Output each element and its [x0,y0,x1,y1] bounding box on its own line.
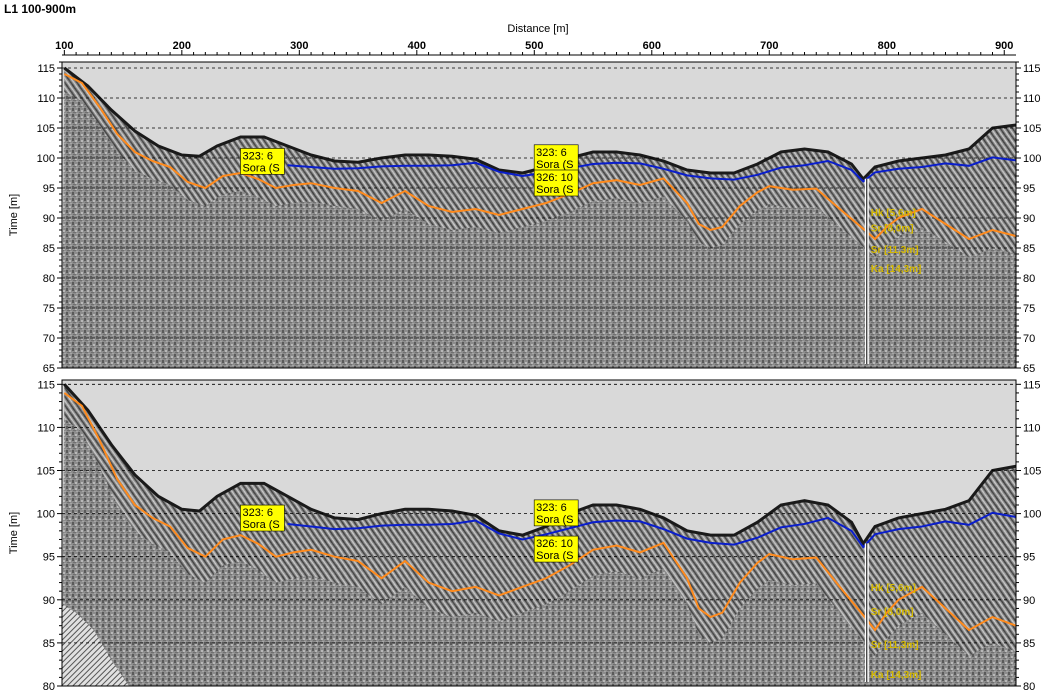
y-tick-label-left: 85 [43,638,55,650]
layer-annotation: Sr [11,3m] [871,640,919,651]
x-tick-label: 500 [525,40,543,52]
y-axis-label: Time [m] [8,512,20,554]
y-tick-label-left: 110 [37,422,55,434]
y-tick-label-right: 90 [1023,595,1035,607]
y-tick-label-left: 100 [37,153,55,165]
y-tick-label-right: 110 [1023,422,1041,434]
y-tick-label-left: 115 [37,379,55,391]
sample-label-box [533,499,579,527]
y-tick-label-left: 110 [37,93,55,105]
x-tick-label: 400 [408,40,426,52]
y-tick-label-right: 90 [1023,213,1035,225]
x-tick-label: 200 [173,40,191,52]
panel-frame [61,61,1017,369]
panel-frame [61,379,1017,687]
sample-label-line1: 323: 6 [242,150,273,162]
chart-title: L1 100-900m [4,2,77,16]
sample-label-line1: 323: 6 [242,507,273,519]
y-tick-label-right: 65 [1023,363,1035,375]
x-tick-label: 800 [878,40,896,52]
y-tick-label-left: 100 [37,509,55,521]
x-tick-label: 900 [995,40,1013,52]
series-line-bottom [63,73,1016,241]
layer-annotation: Sr [8,0m] [871,607,914,618]
y-tick-label-right: 115 [1023,379,1041,391]
x-tick-label: 700 [760,40,778,52]
x-tick-label: 300 [290,40,308,52]
y-tick-label-right: 105 [1023,466,1041,478]
series-line-water-surface [287,156,1016,183]
y-tick-label-left: 65 [43,363,55,375]
sample-label-line2: Sora (S [536,159,573,171]
layer-annotation: Sr [11,3m] [871,245,919,256]
y-tick-label-left: 90 [43,595,55,607]
sample-label-line2: Sora (S [536,514,573,526]
sample-label-box [533,144,579,172]
series-line-water-surface [287,511,1016,549]
hatched-artifact [62,604,129,686]
y-tick-label-left: 80 [43,273,55,285]
surface-line [63,383,1016,547]
y-tick-label-left: 115 [37,63,55,75]
y-tick-label-right: 110 [1023,93,1041,105]
sample-label-line1: 323: 6 [536,147,567,159]
sample-label-line2: Sora (S [242,162,279,174]
y-tick-label-left: 95 [43,183,55,195]
y-tick-label-right: 95 [1023,552,1035,564]
y-tick-label-right: 80 [1023,681,1035,693]
y-tick-label-right: 75 [1023,303,1035,315]
sample-label-line2: Sora (S [536,550,573,562]
y-tick-label-right: 115 [1023,63,1041,75]
sample-label-box [533,169,579,197]
layer-annotation: Hk [5,6m] [871,583,916,594]
y-tick-label-right: 85 [1023,638,1035,650]
x-axis-label: Distance [m] [507,23,568,35]
x-tick-label: 600 [643,40,661,52]
y-tick-label-left: 90 [43,213,55,225]
layer-annotation: Hk [5,6m] [871,208,916,219]
layer-annotation: Ka [14,3m] [871,670,922,681]
series-line-bottom [63,392,1016,632]
y-tick-label-right: 85 [1023,243,1035,255]
sample-label-line2: Sora (S [536,184,573,196]
layer-annotation: Sr [8,0m] [871,224,914,235]
sample-label-box [533,535,579,563]
y-tick-label-left: 85 [43,243,55,255]
y-tick-label-right: 100 [1023,509,1041,521]
y-tick-label-left: 105 [37,466,55,478]
y-tick-label-right: 100 [1023,153,1041,165]
sample-label-line2: Sora (S [242,519,279,531]
y-tick-label-right: 105 [1023,123,1041,135]
y-tick-label-right: 70 [1023,333,1035,345]
y-tick-label-right: 80 [1023,273,1035,285]
layer-annotation: Ka [14,3m] [871,264,922,275]
y-tick-label-right: 95 [1023,183,1035,195]
y-tick-label-left: 105 [37,123,55,135]
y-tick-label-left: 70 [43,333,55,345]
y-axis-label: Time [m] [8,194,20,236]
sample-label-line1: 323: 6 [536,502,567,514]
sample-label-line1: 326: 10 [536,172,573,184]
sample-label-box [240,148,285,175]
y-tick-label-left: 75 [43,303,55,315]
sample-label-line1: 326: 10 [536,538,573,550]
sample-label-box [240,504,285,532]
y-tick-label-left: 95 [43,552,55,564]
y-tick-label-left: 80 [43,681,55,693]
x-tick-label: 100 [55,40,73,52]
